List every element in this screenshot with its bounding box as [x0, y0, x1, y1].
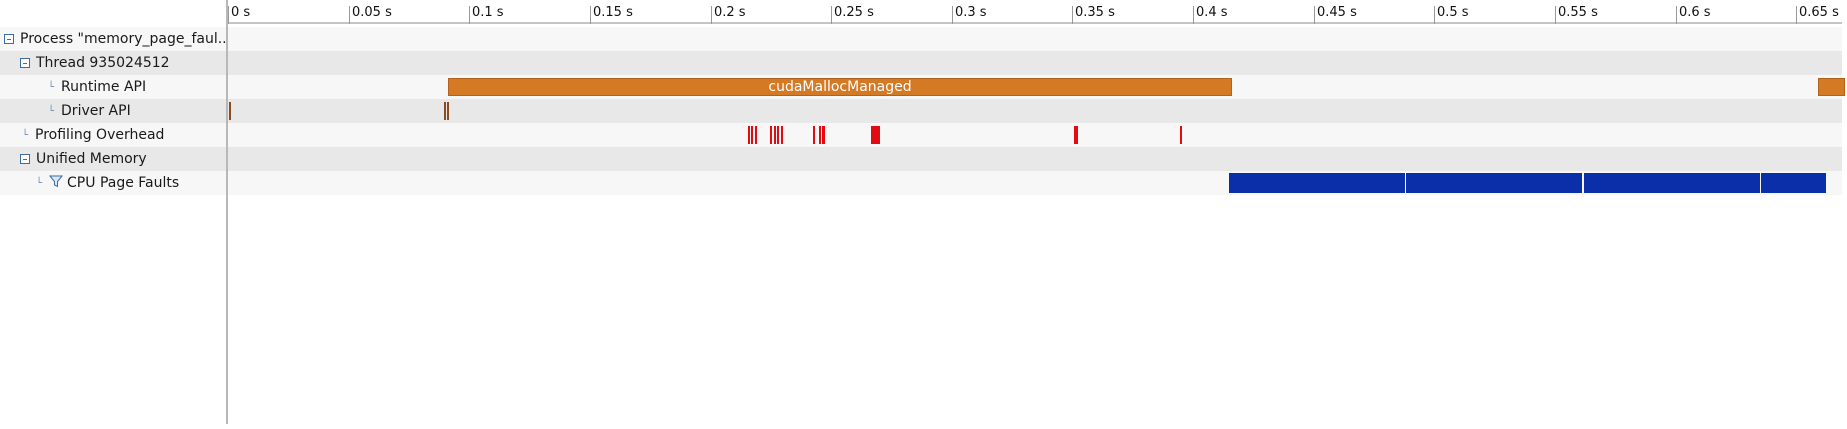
- profiling-overhead-marker[interactable]: [770, 126, 772, 144]
- runtime-api-call[interactable]: [1818, 78, 1845, 96]
- row-label: Unified Memory: [36, 151, 147, 167]
- tree-branch-icon: └: [48, 81, 55, 93]
- timeline-row[interactable]: [228, 123, 1842, 147]
- ruler-tick-label: 0.5 s: [1437, 5, 1469, 20]
- timeline-row[interactable]: [228, 51, 1842, 75]
- profiling-overhead-marker[interactable]: [748, 126, 750, 144]
- row-label: Runtime API: [61, 79, 147, 95]
- filter-icon[interactable]: [48, 175, 64, 192]
- ruler-tick-label: 0.2 s: [714, 5, 746, 20]
- ruler-tick: [1555, 6, 1556, 24]
- tree-row[interactable]: └ Driver API: [0, 99, 226, 123]
- row-label: Driver API: [61, 103, 131, 119]
- profiling-overhead-marker[interactable]: [813, 126, 815, 144]
- driver-api-call[interactable]: [229, 102, 231, 120]
- time-ruler[interactable]: 0 s 0.05 s 0.1 s 0.15 s 0.2 s 0.25 s 0.3 s 0.35…: [228, 0, 1842, 26]
- ruler-tick: [952, 6, 953, 24]
- ruler-tick: [469, 6, 470, 24]
- driver-api-call[interactable]: [447, 102, 449, 120]
- timeline-row[interactable]: [228, 147, 1842, 171]
- runtime-api-call[interactable]: cudaMallocManaged: [448, 78, 1232, 96]
- ruler-baseline: [228, 22, 1842, 24]
- tree-row[interactable]: └ Runtime API: [0, 75, 226, 99]
- ruler-tick: [349, 6, 350, 24]
- profiling-overhead-marker[interactable]: [822, 126, 825, 144]
- profiling-overhead-marker[interactable]: [781, 126, 783, 144]
- ruler-tick-label: 0.25 s: [834, 5, 874, 20]
- ruler-tick: [711, 6, 712, 24]
- ruler-tick: [831, 6, 832, 24]
- ruler-tick: [1796, 6, 1797, 24]
- row-label: Process "memory_page_faul...: [20, 31, 226, 47]
- cpu-page-fault-range[interactable]: [1761, 173, 1826, 193]
- profiling-overhead-marker[interactable]: [871, 126, 880, 144]
- ruler-tick-label: 0.35 s: [1075, 5, 1115, 20]
- tree-branch-icon: └: [22, 129, 29, 141]
- collapse-toggle-icon[interactable]: [4, 34, 14, 44]
- profiling-overhead-marker[interactable]: [774, 126, 776, 144]
- ruler-tick: [1434, 6, 1435, 24]
- tree-row[interactable]: Process "memory_page_faul...: [0, 27, 226, 51]
- ruler-tick-label: 0.4 s: [1196, 5, 1228, 20]
- panel-splitter[interactable]: [226, 0, 228, 424]
- tree-row[interactable]: └ Profiling Overhead: [0, 123, 226, 147]
- cpu-page-fault-range[interactable]: [1584, 173, 1760, 193]
- ruler-tick: [1072, 6, 1073, 24]
- collapse-toggle-icon[interactable]: [20, 154, 30, 164]
- ruler-tick-label: 0.05 s: [352, 5, 392, 20]
- ruler-tick-label: 0.3 s: [955, 5, 987, 20]
- tree-row[interactable]: Thread 935024512: [0, 51, 226, 75]
- cpu-page-fault-range[interactable]: [1229, 173, 1405, 193]
- ruler-tick-label: 0 s: [231, 5, 251, 20]
- timeline-row[interactable]: [228, 27, 1842, 51]
- tree-branch-icon: └: [48, 105, 55, 117]
- profiling-overhead-marker[interactable]: [1180, 126, 1182, 144]
- profiling-overhead-marker[interactable]: [777, 126, 779, 144]
- ruler-tick-label: 0.1 s: [472, 5, 504, 20]
- tree-row[interactable]: └ CPU Page Faults: [0, 171, 226, 195]
- ruler-tick-label: 0.6 s: [1679, 5, 1711, 20]
- profiling-overhead-marker[interactable]: [755, 126, 757, 144]
- profiling-overhead-marker[interactable]: [1074, 126, 1078, 144]
- ruler-tick: [228, 6, 229, 24]
- ruler-tick-label: 0.15 s: [593, 5, 633, 20]
- row-label: CPU Page Faults: [67, 175, 180, 191]
- ruler-tick: [1193, 6, 1194, 24]
- profiling-overhead-marker[interactable]: [751, 126, 753, 144]
- ruler-tick: [1314, 6, 1315, 24]
- driver-api-call[interactable]: [444, 102, 446, 120]
- timeline-row[interactable]: [228, 99, 1842, 123]
- row-tree-panel: Process "memory_page_faul... Thread 93502…: [0, 0, 226, 429]
- row-label: Profiling Overhead: [35, 127, 165, 143]
- ruler-tick: [590, 6, 591, 24]
- cpu-page-fault-range[interactable]: [1406, 173, 1582, 193]
- ruler-tick-label: 0.45 s: [1317, 5, 1357, 20]
- row-label: Thread 935024512: [36, 55, 170, 71]
- ruler-tick: [1676, 6, 1677, 24]
- collapse-toggle-icon[interactable]: [20, 58, 30, 68]
- tree-branch-icon: └: [36, 177, 43, 189]
- tree-row[interactable]: Unified Memory: [0, 147, 226, 171]
- ruler-tick-label: 0.55 s: [1558, 5, 1598, 20]
- ruler-tick-label: 0.65 s: [1799, 5, 1839, 20]
- timeline-panel[interactable]: 0 s 0.05 s 0.1 s 0.15 s 0.2 s 0.25 s 0.3 s 0.35…: [228, 0, 1845, 429]
- profiling-overhead-marker[interactable]: [819, 126, 821, 144]
